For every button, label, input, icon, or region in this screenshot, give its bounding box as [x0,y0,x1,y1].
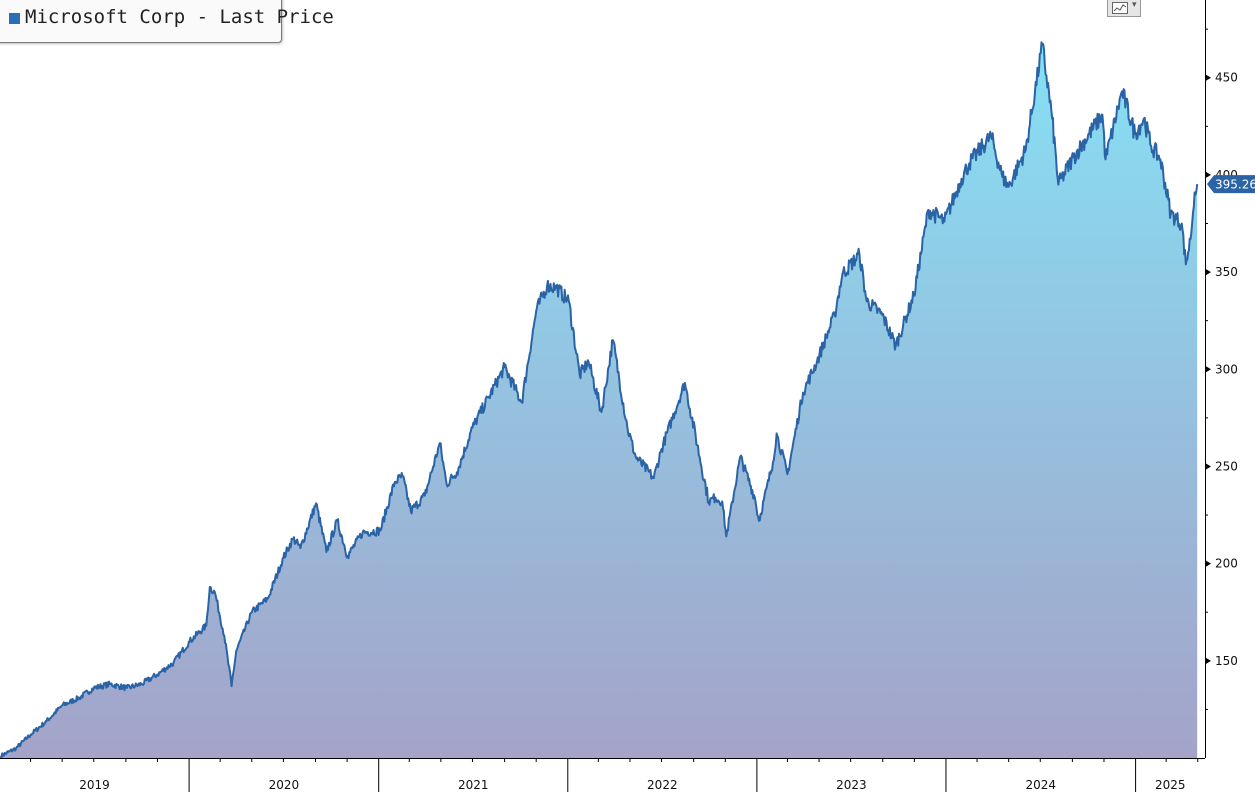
y-tick-label: 250 [1215,459,1238,473]
x-tick-label: 2023 [836,778,867,792]
x-tick-label: 2024 [1026,778,1057,792]
y-tick-mark [1206,560,1211,567]
price-area-fill [0,42,1198,759]
x-tick-label: 2025 [1155,778,1186,792]
y-tick-label: 450 [1215,71,1238,85]
y-tick-label: 300 [1215,362,1238,376]
x-tick-label: 2021 [458,778,489,792]
y-tick-mark [1206,657,1211,664]
y-tick-mark [1206,269,1211,276]
x-tick-label: 2019 [79,778,110,792]
x-tick-label: 2022 [647,778,678,792]
x-tick-label: 2020 [269,778,300,792]
plot-area [0,41,1199,759]
y-tick-mark [1206,463,1211,470]
line-chart-icon [1112,2,1128,14]
y-tick-mark [1206,171,1211,178]
legend-swatch [9,13,20,24]
chart-type-button[interactable]: ▾ [1107,0,1141,17]
y-tick-label: 350 [1215,265,1238,279]
price-line [0,41,1199,759]
last-price-tag-shape [1207,175,1255,194]
y-tick-label: 150 [1215,654,1238,668]
y-tick-label: 200 [1215,557,1238,571]
legend: Microsoft Corp - Last Price [0,0,334,43]
last-price-label: 395.26 [1215,178,1255,192]
y-tick-mark [1206,74,1211,81]
legend-label: Microsoft Corp - Last Price [25,6,334,28]
chevron-down-icon: ▾ [1132,0,1137,10]
last-price-tag: 395.26 [1207,175,1255,194]
y-tick-mark [1206,366,1211,373]
